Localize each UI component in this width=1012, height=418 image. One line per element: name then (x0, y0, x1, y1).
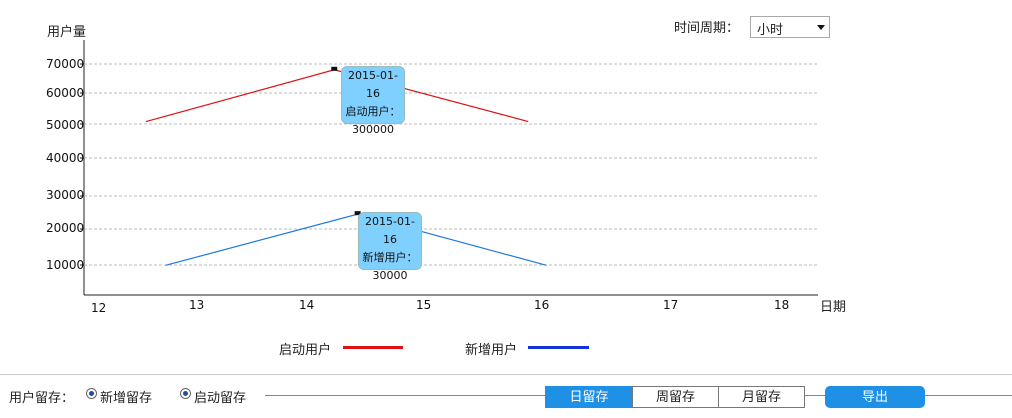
y-tick-label: 70000 (46, 57, 85, 71)
y-tick-label: 50000 (46, 118, 85, 132)
legend-label-new: 新增用户 (465, 343, 518, 358)
y-tick-label: 10000 (46, 258, 85, 272)
line-chart (80, 40, 818, 296)
data-point-highlight[interactable] (354, 211, 361, 216)
time-period-select[interactable]: 小时 (750, 16, 830, 38)
x-tick-label: 14 (299, 298, 315, 312)
tooltip-startup: 2015-01-16 启动用户： 300000 (341, 66, 405, 136)
y-tick-label: 30000 (46, 188, 85, 202)
time-period-label: 时间周期： (674, 21, 740, 36)
y-tick-label: 60000 (46, 86, 85, 100)
legend-swatch-new (528, 346, 589, 349)
tab-daily-retention[interactable]: 日留存 (545, 386, 633, 408)
tooltip-date: 2015-01-16 (365, 215, 415, 246)
tab-monthly-retention[interactable]: 月留存 (718, 386, 805, 408)
series-line-0 (145, 69, 529, 123)
radio-new-retention[interactable] (86, 388, 97, 399)
series-line-1 (165, 213, 547, 266)
tooltip-metric: 新增用户： (362, 251, 418, 264)
radio-startup-retention-label: 启动留存 (194, 391, 247, 406)
retention-label: 用户留存： (9, 391, 75, 406)
radio-new-retention-label: 新增留存 (100, 391, 153, 406)
y-tick-label: 40000 (46, 151, 85, 165)
x-tick-label: 17 (663, 298, 679, 312)
x-tick-label: 16 (534, 298, 550, 312)
tooltip-value: 30000 (372, 269, 408, 282)
y-axis-title: 用户量 (47, 25, 87, 40)
tooltip-metric: 启动用户： (345, 105, 401, 118)
tooltip-date: 2015-01-16 (348, 69, 398, 100)
export-button[interactable]: 导出 (825, 386, 925, 408)
x-tick-label: 15 (416, 298, 432, 312)
time-period-selected: 小时 (757, 23, 784, 38)
legend-label-startup: 启动用户 (279, 343, 332, 358)
radio-startup-retention[interactable] (180, 388, 191, 399)
tooltip-new: 2015-01-16 新增用户： 30000 (358, 212, 422, 282)
tab-weekly-retention[interactable]: 周留存 (632, 386, 719, 408)
tooltip-value: 300000 (352, 123, 394, 136)
x-tick-label: 13 (189, 298, 205, 312)
section-divider (0, 374, 1012, 375)
y-tick-label: 20000 (46, 221, 85, 235)
legend-swatch-startup (343, 346, 403, 349)
chevron-down-icon (817, 25, 825, 30)
data-point-highlight[interactable] (331, 66, 338, 71)
x-axis-title: 日期 (820, 300, 847, 315)
x-tick-label: 12 (91, 301, 107, 315)
x-tick-label: 18 (774, 298, 790, 312)
